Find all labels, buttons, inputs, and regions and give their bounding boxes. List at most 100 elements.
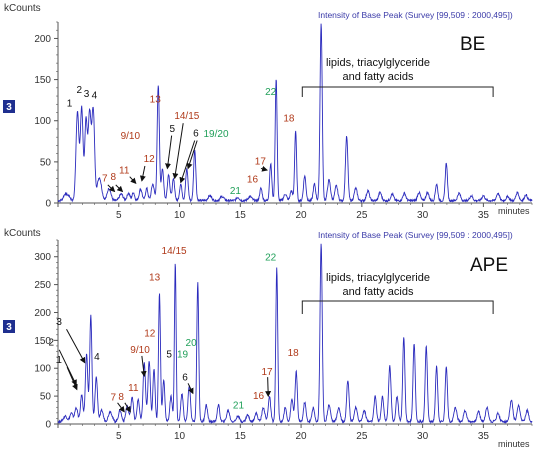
ape-peak-label: 17 <box>261 367 273 378</box>
ape-peak-label: 12 <box>144 328 156 339</box>
be-x-tick-label: 15 <box>235 210 247 221</box>
ape-header: Intensity of Base Peak (Survey [99,509 :… <box>318 230 513 240</box>
be-peak-label: 2 <box>76 85 82 96</box>
ape-lipid-bracket <box>301 300 494 314</box>
be-peak-label: 9/10 <box>121 131 141 142</box>
be-peak-label: 6 <box>193 128 199 139</box>
be-peak-label: 11 <box>119 165 130 176</box>
ape-peak-label: 2 <box>49 337 55 348</box>
ape-peak-label: 3 <box>56 317 62 328</box>
ape-panel: kCounts Intensity of Base Peak (Survey [… <box>3 228 533 449</box>
ape-y-tick-label: 150 <box>34 336 51 347</box>
be-title: BE <box>460 34 485 55</box>
ape-x-tick-label: 30 <box>417 431 429 442</box>
be-x-tick-label: 20 <box>296 210 308 221</box>
be-peak-label: 19/20 <box>203 129 228 140</box>
ape-y-tick-label: 200 <box>34 308 51 319</box>
be-header: Intensity of Base Peak (Survey [99,509 :… <box>318 10 513 20</box>
ape-x-tick-label: 10 <box>174 431 186 442</box>
ape-y-tick-label: 100 <box>34 364 51 375</box>
be-peak-label: 5 <box>169 124 175 135</box>
be-peak-arrow <box>172 123 184 180</box>
ape-x-tick-label: 5 <box>116 431 122 442</box>
ape-peak-label: 1 <box>56 355 62 366</box>
be-peak-label: 12 <box>144 154 156 165</box>
ape-peak-label: 19 <box>177 350 189 361</box>
ape-peak-arrow <box>265 377 272 398</box>
ape-y-tick-label: 0 <box>45 420 51 431</box>
be-y-tick-label: 100 <box>34 116 51 127</box>
ape-x-tick-label: 25 <box>356 431 368 442</box>
be-x-tick-label: 35 <box>478 210 490 221</box>
be-y-tick-label: 0 <box>45 199 51 210</box>
be-channel-badge-label: 3 <box>6 102 12 113</box>
be-peak-label: 3 <box>84 89 90 100</box>
be-lipid-bracket <box>301 86 494 97</box>
be-peak-arrow <box>129 176 137 184</box>
ape-peak-label: 16 <box>253 391 265 402</box>
be-peak-arrow <box>139 165 146 182</box>
be-peak-arrow <box>165 135 173 170</box>
ape-ylabel: kCounts <box>4 228 41 239</box>
be-peak-label: 7 <box>102 174 108 185</box>
be-x-tick-label: 25 <box>356 210 368 221</box>
ape-peak-arrow <box>187 383 194 395</box>
be-y-tick-label: 150 <box>34 75 51 86</box>
be-peak-label: 13 <box>150 95 162 106</box>
be-channel-badge <box>3 100 15 113</box>
be-x-tick-label: 5 <box>116 210 122 221</box>
ape-annotation-line2: and fatty acids <box>343 286 414 298</box>
ape-peak-label: 13 <box>149 273 161 284</box>
ape-annotation-line1: lipids, triacylglyceride <box>326 272 430 284</box>
ape-y-tick-label: 300 <box>34 252 51 263</box>
ape-x-tick-label: 35 <box>478 431 490 442</box>
be-peak-label: 18 <box>283 114 295 125</box>
ape-x-tick-label: 15 <box>235 431 247 442</box>
ape-x-tick-label: 20 <box>296 431 308 442</box>
ape-peak-label: 22 <box>265 253 277 264</box>
ape-peak-label: 5 <box>166 350 172 361</box>
be-peak-arrow <box>186 140 198 170</box>
ape-peak-label: 18 <box>288 348 300 359</box>
be-peak-arrow <box>260 165 269 172</box>
ape-peak-arrow <box>66 366 78 391</box>
be-peak-arrow <box>107 184 116 193</box>
ape-peak-arrow <box>66 328 86 364</box>
ape-peak-label: 20 <box>186 338 198 349</box>
ape-peak-label: 9/10 <box>130 345 150 356</box>
ape-peak-label: 11 <box>128 383 139 394</box>
ape-peak-label: 6 <box>182 373 188 384</box>
be-y-tick-label: 200 <box>34 34 51 45</box>
be-ylabel: kCounts <box>4 3 41 14</box>
ape-peak-label: 4 <box>94 352 100 363</box>
be-peak-label: 22 <box>265 87 277 98</box>
be-peak-label: 17 <box>255 156 267 167</box>
be-annotation-line1: lipids, triacylglyceride <box>326 57 430 69</box>
be-panel: kCounts Intensity of Base Peak (Survey [… <box>3 3 533 221</box>
ape-channel-badge-label: 3 <box>6 322 12 333</box>
be-peak-label: 1 <box>67 99 73 110</box>
be-y-tick-label: 50 <box>40 157 52 168</box>
ape-y-tick-label: 50 <box>40 392 52 403</box>
ape-channel-badge <box>3 320 15 333</box>
be-x-tick-label: 10 <box>174 210 186 221</box>
be-peak-label: 16 <box>247 174 259 185</box>
ape-peak-label: 7 <box>111 393 117 404</box>
ape-peak-arrow <box>124 402 131 413</box>
be-peak-label: 4 <box>92 91 98 102</box>
ape-trace-line <box>57 243 533 425</box>
ape-xlabel: minutes <box>498 439 530 449</box>
ape-y-tick-label: 250 <box>34 280 51 291</box>
ape-title: APE <box>470 255 508 276</box>
be-peak-label: 8 <box>111 172 117 183</box>
be-peak-label: 14/15 <box>174 111 199 122</box>
be-xlabel: minutes <box>498 206 530 216</box>
be-x-tick-label: 30 <box>417 210 429 221</box>
ape-peak-arrow <box>140 355 147 378</box>
ape-peak-label: 14/15 <box>162 246 187 257</box>
be-peak-label: 21 <box>230 186 242 197</box>
be-peak-arrow <box>179 140 196 184</box>
be-trace-line <box>57 23 533 204</box>
be-peak-arrow <box>115 184 124 193</box>
